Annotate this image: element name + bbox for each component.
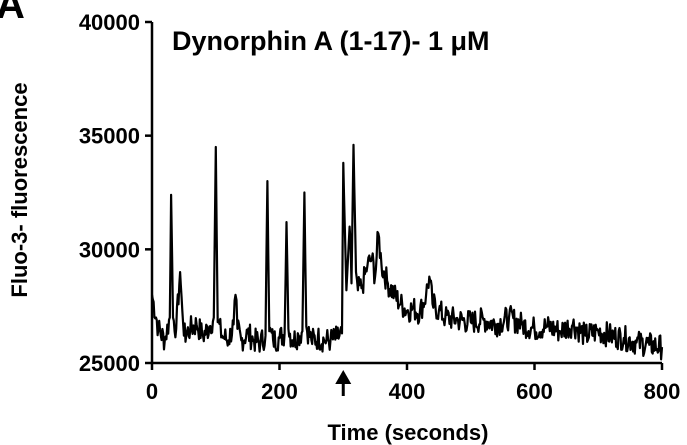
x-tick-label: 0 — [146, 379, 158, 404]
y-tick-label: 40000 — [79, 10, 140, 35]
y-tick-label: 35000 — [79, 124, 140, 149]
panel-letter: A — [0, 0, 25, 27]
y-tick-label: 30000 — [79, 237, 140, 262]
annotations — [335, 370, 352, 396]
y-axis-title: Fluo-3- fluorescence — [7, 82, 32, 297]
tick-labels: 25000 30000 35000 40000 0 200 400 600 800 — [79, 10, 681, 404]
ticks — [145, 20, 664, 370]
x-axis-title: Time (seconds) — [328, 420, 489, 445]
chart-title: Dynorphin A (1-17)- 1 μM — [172, 26, 490, 56]
x-tick-label: 400 — [389, 379, 426, 404]
x-tick-label: 600 — [516, 379, 553, 404]
y-tick-label: 25000 — [79, 351, 140, 376]
fluorescence-trace-line — [150, 143, 664, 361]
x-tick-label: 800 — [644, 379, 681, 404]
x-tick-label: 200 — [261, 379, 298, 404]
arrow-up-icon — [335, 370, 352, 384]
